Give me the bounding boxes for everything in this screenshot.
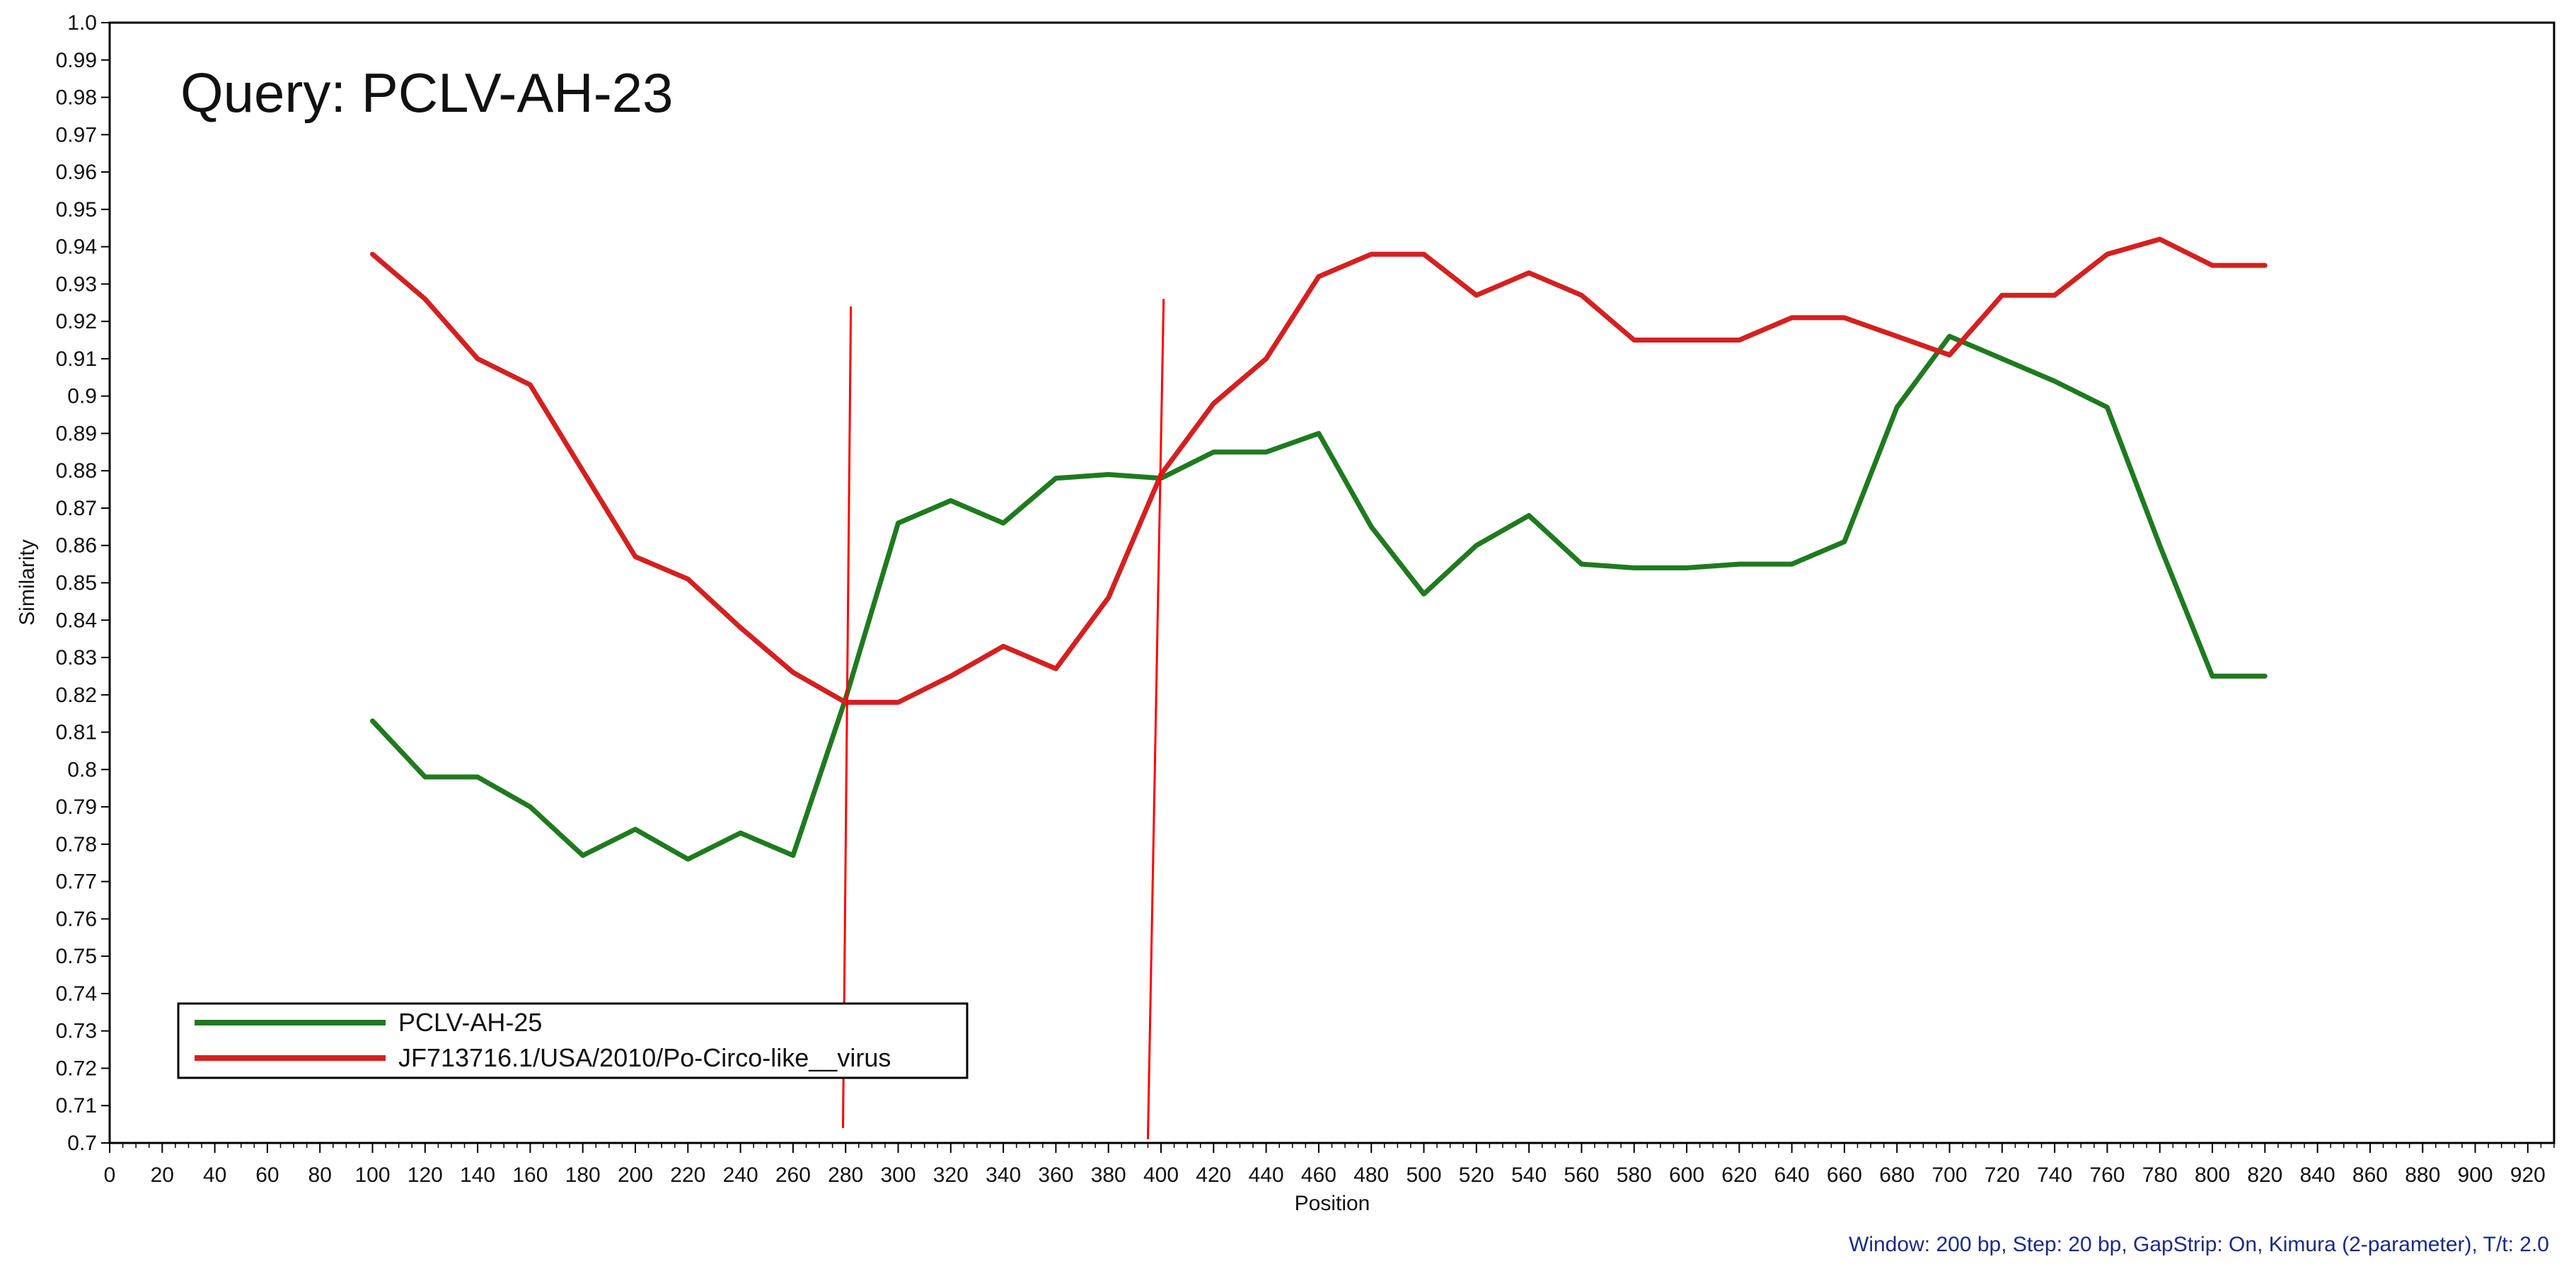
y-tick-label: 0.81 (56, 721, 97, 745)
y-tick-label: 0.72 (56, 1057, 97, 1080)
y-tick-label: 0.79 (56, 795, 97, 819)
y-tick-label: 0.73 (56, 1020, 97, 1043)
y-tick-label: 0.78 (56, 833, 97, 856)
x-tick-label: 900 (2458, 1163, 2493, 1187)
y-tick-label: 0.98 (56, 86, 97, 110)
y-tick-label: 0.86 (56, 534, 97, 558)
legend-label-pclv-ah-25: PCLV-AH-25 (398, 1008, 542, 1037)
x-tick-label: 760 (2089, 1163, 2125, 1187)
x-tick-label: 640 (1774, 1163, 1810, 1187)
x-tick-label: 320 (933, 1163, 969, 1187)
y-tick-label: 0.85 (56, 572, 97, 595)
x-tick-label: 620 (1721, 1163, 1757, 1187)
x-tick-label: 300 (880, 1163, 916, 1187)
chart-title: Query: PCLV-AH-23 (180, 62, 673, 124)
x-tick-label: 600 (1669, 1163, 1704, 1187)
x-tick-label: 120 (408, 1163, 443, 1187)
x-tick-label: 260 (775, 1163, 811, 1187)
x-tick-label: 700 (1932, 1163, 1968, 1187)
y-tick-label: 0.95 (56, 198, 97, 222)
legend-label-jf713716: JF713716.1/USA/2010/Po-Circo-like__virus (398, 1043, 891, 1072)
x-tick-label: 880 (2405, 1163, 2440, 1187)
y-tick-label: 0.88 (56, 459, 97, 483)
x-tick-label: 460 (1301, 1163, 1336, 1187)
breakpoint-marker-line-0 (842, 306, 853, 1128)
x-axis-title: Position (1295, 1192, 1370, 1215)
y-tick-label: 0.71 (56, 1094, 97, 1117)
x-tick-label: 20 (151, 1163, 174, 1187)
x-tick-label: 240 (723, 1163, 758, 1187)
x-tick-label: 660 (1827, 1163, 1862, 1187)
x-tick-label: 840 (2300, 1163, 2335, 1187)
x-tick-label: 400 (1143, 1163, 1179, 1187)
breakpoint-marker-line-1 (1146, 299, 1165, 1139)
y-tick-label: 0.9 (67, 385, 97, 408)
x-tick-label: 340 (986, 1163, 1021, 1187)
x-tick-label: 500 (1406, 1163, 1441, 1187)
y-tick-label: 0.93 (56, 272, 97, 296)
x-tick-label: 80 (308, 1163, 332, 1187)
x-tick-label: 440 (1249, 1163, 1284, 1187)
x-tick-label: 780 (2142, 1163, 2178, 1187)
y-tick-label: 0.82 (56, 684, 97, 707)
y-tick-label: 0.75 (56, 945, 97, 968)
y-tick-label: 0.84 (56, 609, 97, 632)
annotation-layer (842, 299, 1165, 1139)
y-tick-label: 0.74 (56, 982, 97, 1006)
x-tick-label: 480 (1353, 1163, 1389, 1187)
x-tick-label: 520 (1459, 1163, 1494, 1187)
x-tick-label: 680 (1879, 1163, 1914, 1187)
y-tick-label: 0.76 (56, 907, 97, 931)
y-tick-label: 0.83 (56, 646, 97, 669)
x-tick-label: 280 (828, 1163, 863, 1187)
series-layer (370, 236, 2268, 862)
y-tick-label: 0.7 (67, 1132, 97, 1155)
x-tick-label: 360 (1038, 1163, 1073, 1187)
analysis-parameters-note: Window: 200 bp, Step: 20 bp, GapStrip: O… (1849, 1233, 2549, 1256)
x-tick-label: 200 (618, 1163, 653, 1187)
x-tick-label: 820 (2247, 1163, 2282, 1187)
y-tick-label: 0.87 (56, 497, 97, 520)
x-tick-label: 540 (1511, 1163, 1547, 1187)
y-tick-label: 0.92 (56, 310, 97, 333)
y-tick-label: 0.96 (56, 161, 97, 184)
y-tick-label: 0.99 (56, 49, 97, 72)
x-tick-label: 720 (1985, 1163, 2020, 1187)
x-tick-label: 920 (2510, 1163, 2546, 1187)
y-axis: 0.7 0.71 0.72 0.73 0.74 0.75 0.76 0.77 0.78 0.79 0… (56, 11, 110, 1155)
x-tick-label: 580 (1617, 1163, 1652, 1187)
x-tick-label: 140 (460, 1163, 495, 1187)
x-tick-label: 0 (104, 1163, 116, 1187)
y-tick-label: 0.89 (56, 422, 97, 445)
x-tick-label: 560 (1564, 1163, 1599, 1187)
legend: PCLV-AH-25 JF713716.1/USA/2010/Po-Circo-… (177, 1002, 969, 1079)
x-tick-label: 740 (2037, 1163, 2072, 1187)
x-tick-label: 160 (512, 1163, 548, 1187)
legend-box (177, 1002, 969, 1079)
x-tick-label: 180 (565, 1163, 601, 1187)
x-tick-label: 60 (255, 1163, 279, 1187)
y-tick-label: 0.97 (56, 123, 97, 146)
x-tick-label: 100 (354, 1163, 390, 1187)
y-tick-label: 0.8 (67, 758, 97, 781)
y-tick-label: 0.94 (56, 236, 97, 259)
y-tick-label: 0.91 (56, 347, 97, 371)
x-tick-label: 380 (1091, 1163, 1126, 1187)
x-tick-label: 420 (1196, 1163, 1231, 1187)
x-axis: 0 20 40 60 80 100 120 140 160 180 200 220 240 260 280 3… (104, 1143, 2555, 1187)
x-tick-label: 40 (203, 1163, 226, 1187)
x-tick-label: 800 (2195, 1163, 2230, 1187)
y-tick-label: 0.77 (56, 870, 97, 894)
y-tick-label: 1.0 (67, 11, 97, 35)
y-axis-title: Similarity (16, 539, 39, 626)
x-tick-label: 220 (670, 1163, 705, 1187)
x-tick-label: 860 (2352, 1163, 2388, 1187)
